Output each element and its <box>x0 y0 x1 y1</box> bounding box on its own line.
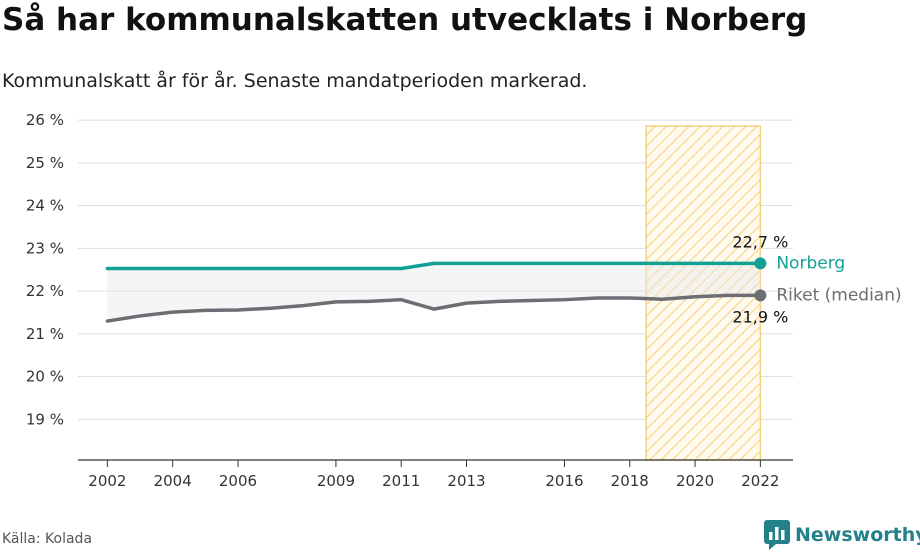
series-end-point-norberg <box>754 257 767 270</box>
x-tick-label: 2016 <box>545 472 583 490</box>
x-tick-label: 2004 <box>154 472 192 490</box>
chart-subtitle: Kommunalskatt år för år. Senaste mandatp… <box>2 70 588 92</box>
series-name-riket: Riket (median) <box>776 285 901 305</box>
newsworthy-logo-icon <box>764 520 790 550</box>
x-tick-label: 2013 <box>447 472 485 490</box>
x-tick-label: 2006 <box>219 472 257 490</box>
x-tick-label: 2018 <box>611 472 649 490</box>
y-tick-label: 21 % <box>26 325 64 343</box>
x-tick-label: 2009 <box>317 472 355 490</box>
series-line-norberg <box>105 261 763 271</box>
y-tick-label: 22 % <box>26 282 64 300</box>
x-tick-label: 2022 <box>741 472 779 490</box>
y-tick-label: 26 % <box>26 111 64 129</box>
y-tick-label: 23 % <box>26 239 64 257</box>
y-tick-label: 24 % <box>26 197 64 215</box>
series-end-point-riket <box>754 289 767 302</box>
y-tick-label: 20 % <box>26 368 64 386</box>
x-tick-label: 2011 <box>382 472 420 490</box>
x-tick-label: 2020 <box>676 472 714 490</box>
x-axis: 2002 2004 2006 2009 2011 2013 2016 2018 2020 2022 <box>78 459 793 490</box>
series-name-norberg: Norberg <box>776 253 845 273</box>
value-label-norberg: 22,7 % <box>732 232 788 251</box>
chart-title: Så har kommunalskatten utvecklats i Norb… <box>2 2 808 38</box>
newsworthy-brand: Newsworthy <box>764 520 920 550</box>
brand-name: Newsworthy <box>795 524 920 546</box>
value-label-riket: 21,9 % <box>732 307 788 326</box>
source-note: Källa: Kolada <box>2 531 93 547</box>
y-tick-label: 19 % <box>26 410 64 428</box>
x-tick-label: 2002 <box>88 472 126 490</box>
y-tick-label: 25 % <box>26 154 64 172</box>
series-lines <box>105 257 767 323</box>
series-labels: Norberg Riket (median) 22,7 % 21,9 % <box>732 232 901 326</box>
series-line-riket <box>105 293 763 323</box>
